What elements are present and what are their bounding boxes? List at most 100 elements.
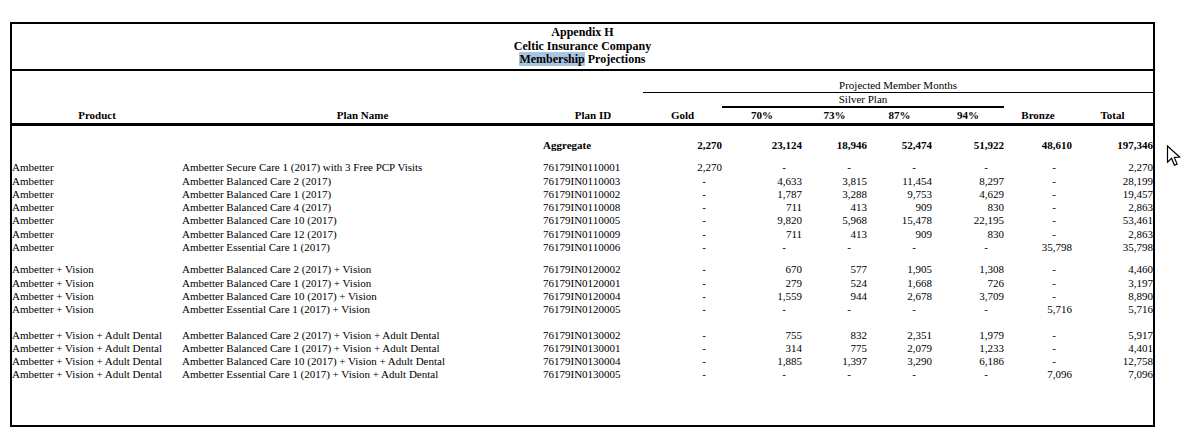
cell-plan-id: 76179IN0110003 bbox=[543, 174, 643, 187]
cell-bronze: - bbox=[1004, 355, 1072, 368]
cell-plan-name: Ambetter Essential Care 1 (2017) + Visio… bbox=[182, 368, 543, 381]
column-header-row: Product Plan Name Plan ID Gold 70% 73% 8… bbox=[12, 107, 1153, 125]
cell-silver-94: 1,979 bbox=[932, 328, 1004, 341]
column-header-plan-name: Plan Name bbox=[182, 107, 543, 125]
cell-silver-87: 1,905 bbox=[867, 263, 932, 276]
cell-silver-70: 4,633 bbox=[722, 174, 802, 187]
cell-silver-73: 3,288 bbox=[802, 188, 867, 201]
cell-silver-73: 524 bbox=[802, 276, 867, 289]
membership-projections-sheet: Appendix H Celtic Insurance Company Memb… bbox=[10, 22, 1155, 427]
cell-silver-87: 3,290 bbox=[867, 355, 932, 368]
cell-silver-87: - bbox=[867, 368, 932, 381]
cell-silver-70: 1,559 bbox=[722, 290, 802, 303]
cell-bronze: - bbox=[1004, 174, 1072, 187]
cell-plan-id: 76179IN0130001 bbox=[543, 342, 643, 355]
cell-plan-id: 76179IN0120004 bbox=[543, 290, 643, 303]
spacer-row bbox=[12, 125, 1153, 139]
table-row: Ambetter + Vision + Adult DentalAmbetter… bbox=[12, 342, 1153, 355]
cell-bronze: - bbox=[1004, 227, 1072, 240]
silver-header-row: Silver Plan bbox=[12, 93, 1153, 108]
table-row: Ambetter + VisionAmbetter Balanced Care … bbox=[12, 276, 1153, 289]
table-row: Ambetter + Vision + Adult DentalAmbetter… bbox=[12, 328, 1153, 341]
cell-silver-94: 1,308 bbox=[932, 263, 1004, 276]
cell-silver-70: - bbox=[722, 241, 802, 254]
table-row: Ambetter + Vision + Adult DentalAmbetter… bbox=[12, 355, 1153, 368]
cell-plan-name: Ambetter Essential Care 1 (2017) bbox=[182, 241, 543, 254]
cell-plan-name: Ambetter Balanced Care 10 (2017) + Visio… bbox=[182, 290, 543, 303]
cell-silver-87: 9,753 bbox=[867, 188, 932, 201]
cell-bronze: - bbox=[1004, 342, 1072, 355]
cell-silver-87: 2,678 bbox=[867, 290, 932, 303]
cell-silver-73: 944 bbox=[802, 290, 867, 303]
aggregate-row: Aggregate2,27023,12418,94652,47451,92248… bbox=[12, 138, 1153, 152]
table-row: AmbetterAmbetter Essential Care 1 (2017)… bbox=[12, 241, 1153, 254]
column-header-silver-73: 73% bbox=[802, 107, 867, 125]
table-row: AmbetterAmbetter Balanced Care 1 (2017)7… bbox=[12, 188, 1153, 201]
cell-silver-73: 577 bbox=[802, 263, 867, 276]
cell-product bbox=[12, 138, 182, 152]
cell-silver-73: 413 bbox=[802, 201, 867, 214]
column-header-total: Total bbox=[1072, 107, 1153, 125]
cell-product: Ambetter + Vision bbox=[12, 263, 182, 276]
cell-silver-87: 909 bbox=[867, 227, 932, 240]
cell-silver-94: - bbox=[932, 241, 1004, 254]
cell-plan-name: Ambetter Balanced Care 4 (2017) bbox=[182, 201, 543, 214]
cell-silver-70: 1,787 bbox=[722, 188, 802, 201]
cell-silver-73: 5,968 bbox=[802, 214, 867, 227]
cell-gold: - bbox=[643, 201, 722, 214]
cell-silver-73: - bbox=[802, 303, 867, 316]
cell-plan-id: 76179IN0110009 bbox=[543, 227, 643, 240]
cell-silver-94: - bbox=[932, 303, 1004, 316]
cell-bronze: - bbox=[1004, 201, 1072, 214]
cell-product: Ambetter bbox=[12, 201, 182, 214]
cell-plan-name: Ambetter Essential Care 1 (2017) + Visio… bbox=[182, 303, 543, 316]
cell-plan-id: 76179IN0120001 bbox=[543, 276, 643, 289]
cell-product: Ambetter + Vision + Adult Dental bbox=[12, 328, 182, 341]
cell-total: 197,346 bbox=[1072, 138, 1153, 152]
cell-total: 19,457 bbox=[1072, 188, 1153, 201]
cell-gold: - bbox=[643, 174, 722, 187]
cell-gold: - bbox=[643, 276, 722, 289]
cell-silver-70: 755 bbox=[722, 328, 802, 341]
cell-silver-73: 775 bbox=[802, 342, 867, 355]
cell-product: Ambetter + Vision bbox=[12, 290, 182, 303]
cell-plan-name: Ambetter Balanced Care 2 (2017) + Vision… bbox=[182, 328, 543, 341]
spacer-row bbox=[12, 316, 1153, 328]
cell-silver-70: 711 bbox=[722, 227, 802, 240]
cell-total: 35,798 bbox=[1072, 241, 1153, 254]
cell-plan-id: 76179IN0120002 bbox=[543, 263, 643, 276]
cell-total: 28,199 bbox=[1072, 174, 1153, 187]
cell-silver-94: 726 bbox=[932, 276, 1004, 289]
title-block: Appendix H Celtic Insurance Company Memb… bbox=[12, 24, 1153, 71]
cell-gold: 2,270 bbox=[643, 161, 722, 174]
cell-product: Ambetter bbox=[12, 161, 182, 174]
cell-bronze: - bbox=[1004, 188, 1072, 201]
cell-gold: - bbox=[643, 342, 722, 355]
cell-silver-70: 314 bbox=[722, 342, 802, 355]
cell-silver-87: 1,668 bbox=[867, 276, 932, 289]
cell-total: 2,863 bbox=[1072, 227, 1153, 240]
cell-bronze: 35,798 bbox=[1004, 241, 1072, 254]
cell-silver-73: 1,397 bbox=[802, 355, 867, 368]
cell-plan-name: Ambetter Balanced Care 1 (2017) + Vision… bbox=[182, 342, 543, 355]
cell-product: Ambetter + Vision + Adult Dental bbox=[12, 342, 182, 355]
cell-silver-73: - bbox=[802, 368, 867, 381]
cell-silver-94: 3,709 bbox=[932, 290, 1004, 303]
cell-silver-73: - bbox=[802, 241, 867, 254]
cell-plan-name: Ambetter Balanced Care 10 (2017) bbox=[182, 214, 543, 227]
table-row: AmbetterAmbetter Balanced Care 2 (2017)7… bbox=[12, 174, 1153, 187]
cell-total: 2,863 bbox=[1072, 201, 1153, 214]
column-header-bronze: Bronze bbox=[1004, 107, 1072, 125]
cell-silver-87: - bbox=[867, 303, 932, 316]
cell-product: Ambetter bbox=[12, 227, 182, 240]
cell-product: Ambetter + Vision bbox=[12, 276, 182, 289]
table-row: AmbetterAmbetter Balanced Care 12 (2017)… bbox=[12, 227, 1153, 240]
cell-gold: - bbox=[643, 355, 722, 368]
cell-total: 7,096 bbox=[1072, 368, 1153, 381]
cell-bronze: 48,610 bbox=[1004, 138, 1072, 152]
column-header-gold: Gold bbox=[643, 107, 722, 125]
cell-bronze: - bbox=[1004, 276, 1072, 289]
cell-silver-94: 830 bbox=[932, 201, 1004, 214]
cell-silver-70: 711 bbox=[722, 201, 802, 214]
spacer-row bbox=[12, 152, 1153, 161]
